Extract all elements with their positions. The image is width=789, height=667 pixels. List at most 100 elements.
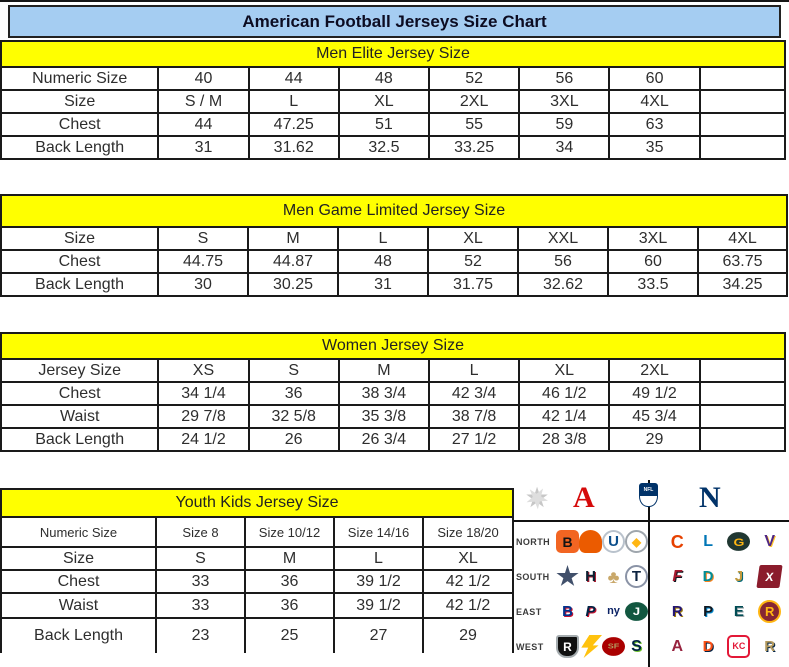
- size-value: XL: [337, 89, 431, 114]
- size-value: 42 1/4: [518, 404, 611, 429]
- table-row: Numeric Size Size 8 Size 10/12 Size 14/16 Si…: [0, 516, 515, 548]
- row-label: Back Length: [0, 427, 160, 452]
- size-value: S: [247, 358, 340, 383]
- row-label: Waist: [0, 592, 157, 619]
- size-value: 44.87: [247, 249, 339, 274]
- afc-logo-group: H ♣ T: [556, 565, 648, 588]
- nfl-shield-label: NFL: [643, 487, 654, 493]
- table-men-elite: Men Elite Jersey Size Numeric Size 40 44 48 5…: [0, 40, 787, 160]
- row-label: Chest: [0, 249, 159, 274]
- size-value: 34.25: [696, 272, 789, 297]
- logo-buccaneers: X: [756, 565, 783, 588]
- division-row-south: SOUTH H ♣ T F D J X: [513, 559, 789, 594]
- table-row: Back Length 24 1/2 26 26 3/4 27 1/2 28 3/8 29: [0, 427, 787, 452]
- row-label: Numeric Size: [0, 66, 160, 91]
- size-value: M: [244, 546, 335, 571]
- logo-broncos: D: [696, 635, 720, 658]
- logo-vikings: V: [758, 530, 782, 553]
- size-value: 34 1/4: [157, 381, 250, 406]
- size-value: [698, 404, 787, 429]
- size-value: 44: [247, 66, 340, 91]
- size-value: 52: [428, 66, 521, 91]
- logo-texans: H: [579, 565, 602, 588]
- row-label: Size: [0, 546, 157, 571]
- size-value: 2XL: [428, 89, 521, 114]
- size-value: 60: [607, 249, 699, 274]
- size-value: Size 18/20: [421, 516, 515, 548]
- logo-giants: ny: [602, 600, 625, 623]
- size-value: 31.75: [427, 272, 519, 297]
- table-row: Size S M L XL: [0, 546, 515, 571]
- division-row-west: WEST R SF S A D KC R: [513, 629, 789, 664]
- afc-nfc-divider: [648, 480, 650, 667]
- size-value: [698, 135, 787, 160]
- size-value: 48: [337, 249, 429, 274]
- size-value: 39 1/2: [333, 592, 424, 619]
- table-row: Waist 33 36 39 1/2 42 1/2: [0, 592, 515, 619]
- size-value: 30.25: [247, 272, 339, 297]
- logo-dolphins: D: [696, 565, 720, 588]
- size-value: 26: [247, 427, 340, 452]
- size-value: 60: [608, 66, 701, 91]
- table-men-game-limited: Men Game Limited Jersey Size Size S M L XL XXL…: [0, 194, 789, 297]
- size-value: 35: [608, 135, 701, 160]
- size-value: XL: [427, 226, 519, 251]
- size-value: 32.62: [517, 272, 609, 297]
- size-value: XXL: [517, 226, 609, 251]
- size-value: M: [337, 358, 430, 383]
- row-label: Jersey Size: [0, 358, 160, 383]
- starburst-icon: ★ ★: [518, 477, 557, 518]
- logo-eagles: E: [727, 600, 751, 623]
- logo-patriots: P: [579, 600, 602, 623]
- size-value: 36: [244, 592, 335, 619]
- size-value: Size 10/12: [244, 516, 335, 548]
- division-label: WEST: [516, 641, 544, 652]
- logo-cardinals: A: [665, 635, 689, 658]
- logo-bills: B: [556, 600, 579, 623]
- nfc-icon: N: [699, 481, 721, 514]
- logo-lions: L: [696, 530, 720, 553]
- logo-seahawks: S: [625, 635, 648, 658]
- size-value: 27 1/2: [427, 427, 521, 452]
- top-rule: [0, 0, 789, 2]
- logo-49ers: SF: [602, 637, 625, 656]
- logo-falcons: F: [665, 565, 689, 588]
- logo-chargers: [581, 635, 602, 658]
- size-value: 28 3/8: [518, 427, 611, 452]
- row-label: Back Length: [0, 617, 157, 653]
- table-youth-kids: Youth Kids Jersey Size Numeric Size Size 8…: [0, 488, 515, 653]
- size-value: 4XL: [608, 89, 701, 114]
- logo-chiefs: KC: [727, 635, 751, 658]
- table-row: Size S / M L XL 2XL 3XL 4XL: [0, 89, 787, 114]
- row-label: Waist: [0, 404, 160, 429]
- division-label: SOUTH: [516, 571, 550, 582]
- size-value: 26 3/4: [337, 427, 430, 452]
- size-value: 51: [337, 112, 431, 137]
- size-value: 35 3/8: [337, 404, 430, 429]
- size-value: 55: [428, 112, 521, 137]
- size-value: 48: [337, 66, 431, 91]
- size-value: 56: [518, 66, 611, 91]
- section-header-youth-kids: Youth Kids Jersey Size: [0, 488, 515, 518]
- afc-logo-group: R SF S: [556, 635, 648, 658]
- row-label: Back Length: [0, 135, 160, 160]
- size-value: XL: [518, 358, 611, 383]
- size-value: [698, 427, 787, 452]
- size-value: 49 1/2: [608, 381, 701, 406]
- size-value: M: [247, 226, 339, 251]
- division-row-north: NORTH B U ◆ C L G V: [513, 524, 789, 559]
- logo-bengals: B: [556, 530, 579, 553]
- size-value: 32.5: [337, 135, 431, 160]
- panel-rule: [513, 520, 789, 522]
- size-value: 56: [517, 249, 609, 274]
- size-value: 45 3/4: [608, 404, 701, 429]
- size-value: 31: [157, 135, 250, 160]
- size-value: 63.75: [696, 249, 789, 274]
- size-value: 33: [155, 569, 246, 594]
- size-value: 44: [157, 112, 250, 137]
- logo-packers: G: [727, 532, 751, 551]
- size-value: 24 1/2: [157, 427, 250, 452]
- logo-raiders: R: [556, 635, 579, 658]
